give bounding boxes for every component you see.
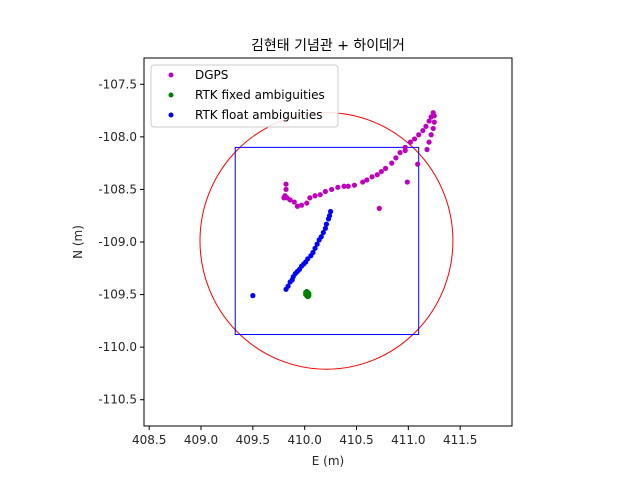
legend-box <box>150 64 339 128</box>
dgps-point <box>364 177 370 183</box>
reference-shapes <box>199 112 454 370</box>
dgps-point <box>431 113 437 119</box>
dgps-point <box>345 183 351 189</box>
dgps-point <box>382 165 389 171</box>
reference-square <box>234 146 420 336</box>
y-tick-label: -110.5 <box>98 393 137 407</box>
dgps-point <box>426 118 432 124</box>
dgps-point <box>378 168 384 175</box>
dgps-point <box>393 155 399 161</box>
rtk-float-point <box>320 229 326 236</box>
x-axis-label: E (m) <box>312 454 344 468</box>
x-tick-label: 411.0 <box>391 433 425 447</box>
rtk-float-point <box>318 234 324 240</box>
y-axis-label: N (m) <box>71 225 85 259</box>
rtk-float-point <box>326 213 333 219</box>
chart-title: 김현태 기념관 + 하이데거 <box>251 38 405 54</box>
x-tick-label: 409.0 <box>184 433 218 447</box>
dgps-point <box>329 186 335 193</box>
dgps-point <box>360 179 366 185</box>
dgps-point <box>341 183 347 189</box>
y-tick-label: -110.0 <box>98 340 137 354</box>
dgps-point <box>283 186 289 193</box>
dgps-point <box>397 150 403 156</box>
x-tick-label: 410.5 <box>339 433 373 447</box>
plot-area: 408.5 409.0 409.5 410.0 410.5 411.0 411.5 -107.… <box>98 57 513 447</box>
dgps-point <box>415 161 421 167</box>
dgps-point <box>307 195 313 201</box>
x-tick-label: 409.5 <box>236 433 270 447</box>
reference-circle <box>199 112 454 370</box>
y-tick-label: -109.0 <box>98 235 137 249</box>
dgps-point <box>416 132 422 138</box>
dgps-point <box>294 203 301 209</box>
axis-ticks: 408.5 409.0 409.5 410.0 410.5 411.0 411.5 -107.… <box>98 77 477 447</box>
legend: DGPS RTK fixed ambiguities RTK float amb… <box>150 64 339 128</box>
legend-marker-rtk-fixed <box>168 92 174 98</box>
x-tick-label: 411.5 <box>443 433 477 447</box>
dgps-point <box>402 147 408 154</box>
x-tick-label: 408.5 <box>132 433 166 447</box>
dgps-point <box>411 136 418 142</box>
legend-item-dgps: DGPS <box>168 68 228 82</box>
dgps-point <box>389 160 395 166</box>
legend-label-dgps: DGPS <box>195 68 228 82</box>
dgps-point <box>287 197 293 203</box>
x-tick-label: 410.0 <box>287 433 321 447</box>
dgps-point <box>312 193 318 199</box>
dgps-point <box>304 200 310 206</box>
dgps-point <box>351 182 358 188</box>
legend-marker-dgps <box>168 72 174 78</box>
rtk-float-point <box>312 245 318 251</box>
dgps-point <box>423 123 429 129</box>
dgps-point <box>369 174 375 180</box>
dgps-point <box>283 181 289 187</box>
dgps-point <box>298 202 305 208</box>
dgps-point <box>317 192 323 198</box>
dgps-point <box>424 146 430 153</box>
dgps-point <box>426 139 432 145</box>
rtk-float-point <box>314 241 320 247</box>
rtk-float-point <box>310 249 316 256</box>
rtk-float-point <box>323 221 330 227</box>
rtk-float-point <box>285 283 291 289</box>
dgps-point <box>430 125 436 132</box>
dgps-point <box>322 188 329 195</box>
y-tick-label: -109.5 <box>98 288 137 302</box>
legend-label-rtk-float: RTK float ambiguities <box>195 108 322 122</box>
data-points <box>250 110 437 300</box>
rtk-float-point <box>250 293 256 299</box>
rtk-float-point <box>322 225 329 231</box>
dgps-point <box>335 184 341 190</box>
legend-item-rtk-fixed: RTK fixed ambiguities <box>168 88 325 102</box>
dgps-point <box>420 127 426 134</box>
rtk-fixed-point <box>304 288 310 295</box>
dgps-point <box>428 132 434 138</box>
legend-label-rtk-fixed: RTK fixed ambiguities <box>195 88 325 102</box>
rtk-float-point <box>327 208 334 215</box>
y-tick-label: -108.0 <box>98 130 137 144</box>
y-tick-label: -107.5 <box>98 77 137 91</box>
dgps-point <box>431 119 437 125</box>
y-tick-label: -108.5 <box>98 182 137 196</box>
dgps-point <box>291 199 297 205</box>
dgps-point <box>374 172 380 178</box>
legend-item-rtk-float: RTK float ambiguities <box>168 108 322 122</box>
dgps-point <box>404 179 410 185</box>
legend-marker-rtk-float <box>168 112 174 118</box>
dgps-point <box>407 139 414 145</box>
dgps-point <box>376 205 382 211</box>
rtk-fixed-point <box>305 294 311 300</box>
